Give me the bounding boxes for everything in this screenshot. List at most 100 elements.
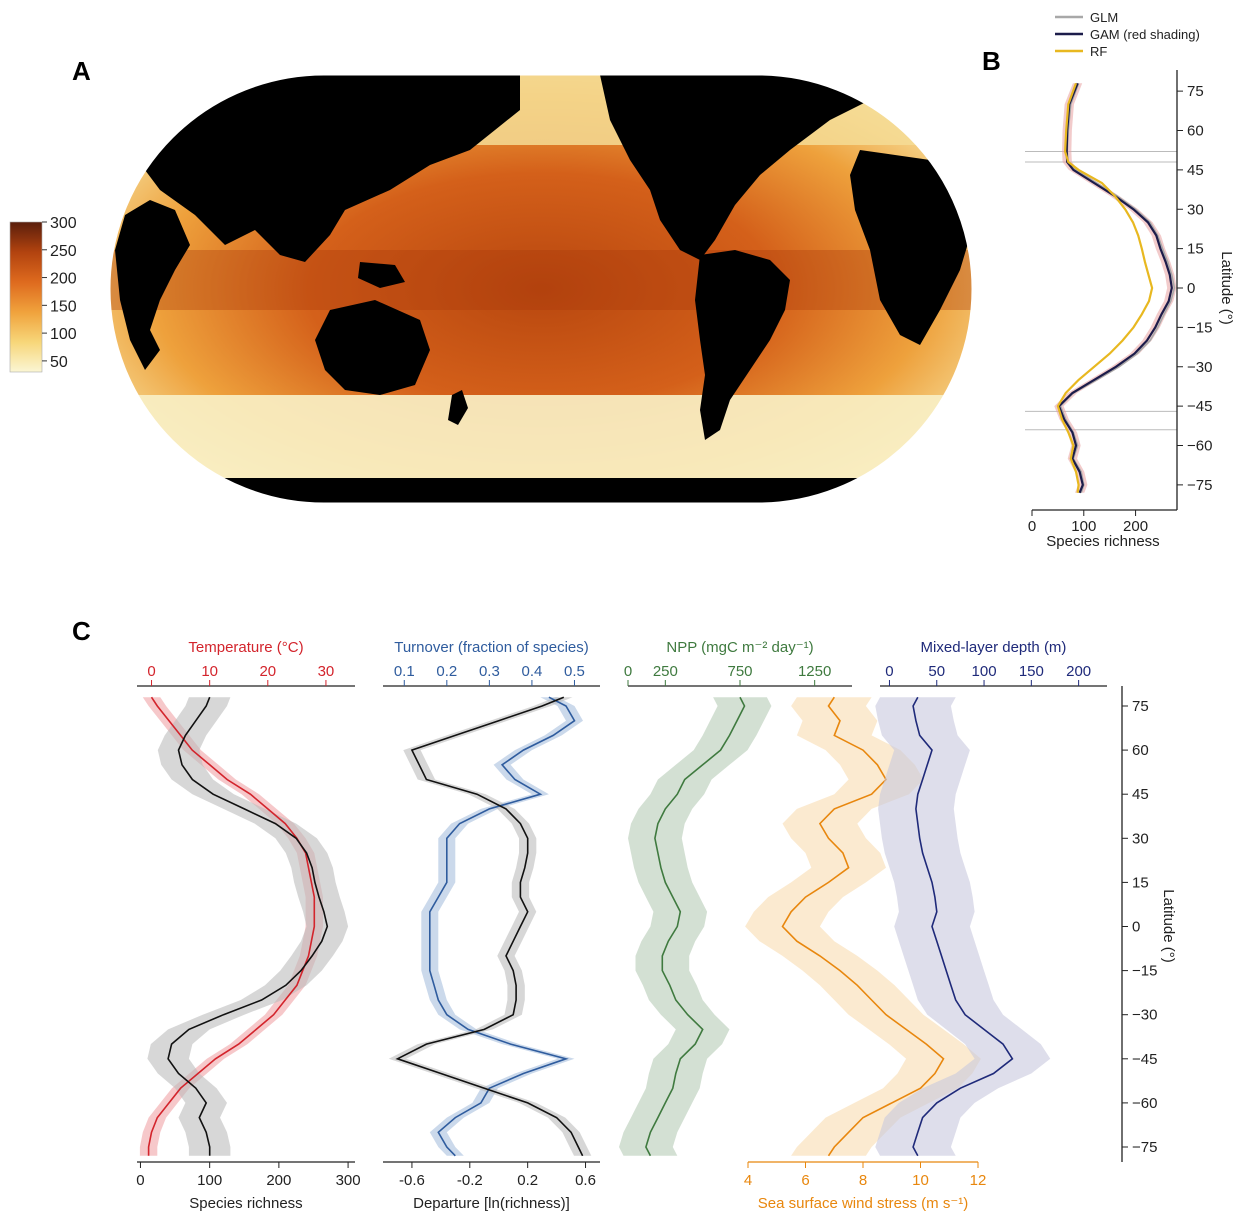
world-map — [109, 74, 973, 504]
b-x-tick-label: 200 — [1123, 518, 1148, 535]
colorbar: 300 250 200 150 100 50 — [9, 215, 77, 373]
bottom-axis-tick-label: -0.6 — [399, 1172, 425, 1189]
colorbar-tick-label: 150 — [50, 298, 77, 315]
series-glm-line — [1059, 83, 1176, 494]
top-axis-tick-label: 100 — [972, 663, 997, 680]
series-departure-line — [395, 696, 584, 1157]
c-y-tick-label: −30 — [1132, 1007, 1157, 1024]
land-asia-europe — [110, 75, 520, 262]
bottom-axis-label: Departure [ln(richness)] — [413, 1195, 570, 1212]
c-y-tick-label: 0 — [1132, 919, 1140, 936]
colorbar-tick-label: 200 — [50, 271, 77, 288]
c-y-axis-label: Latitude (°) — [1160, 889, 1177, 963]
bottom-axis-tick-label: 4 — [744, 1172, 752, 1189]
land-africa — [115, 200, 190, 370]
top-axis-tick-label: 20 — [259, 663, 276, 680]
bottom-axis-label: Sea surface wind stress (m s⁻¹) — [758, 1195, 968, 1212]
c-y-tick-label: 75 — [1132, 698, 1149, 715]
b-y-tick-label: 75 — [1187, 83, 1204, 100]
c-y-tick-label: −45 — [1132, 1051, 1157, 1068]
land-africa-east — [850, 150, 972, 345]
subplot-npp-wind: 0 250 750 1250 NPP (mgC m⁻² day⁻¹) 4 6 8 10 12Sea… — [619, 639, 986, 1212]
bottom-axis-tick-label: 0.2 — [517, 1172, 538, 1189]
b-y-tick-label: 60 — [1187, 123, 1204, 140]
top-axis-tick-label: 0.1 — [394, 663, 415, 680]
legend-b: GLM GAM (red shading) RF — [1055, 10, 1200, 59]
band-npp — [619, 697, 772, 1156]
bottom-axis-tick-label: 100 — [197, 1172, 222, 1189]
bottom-axis-tick-label: 200 — [266, 1172, 291, 1189]
top-axis-label: Turnover (fraction of species) — [394, 639, 589, 656]
top-axis-tick-label: 0.2 — [436, 663, 457, 680]
panel-label-a: A — [72, 56, 91, 86]
c-y-tick-label: −15 — [1132, 963, 1157, 980]
colorbar-tick-label: 300 — [50, 215, 77, 232]
land-australia — [315, 300, 430, 395]
series-species-richness-line — [167, 696, 329, 1156]
c-y-tick-label: 60 — [1132, 742, 1149, 759]
b-x-axis-label: Species richness — [1046, 533, 1159, 550]
b-y-tick-label: −45 — [1187, 398, 1212, 415]
bottom-axis-tick-label: 300 — [336, 1172, 361, 1189]
series-rf-line — [1056, 82, 1154, 493]
top-axis-tick-label: 30 — [318, 663, 335, 680]
bottom-axis-tick-label: 6 — [801, 1172, 809, 1189]
subplot-temperature-richness: 0 10 20 30 Temperature (°C) 0 100 200 300 Species… — [136, 639, 360, 1212]
b-y-tick-label: −15 — [1187, 319, 1212, 336]
land-masses — [110, 75, 972, 503]
bottom-axis-tick-label: 10 — [912, 1172, 929, 1189]
series-turnover-line — [429, 696, 576, 1157]
top-axis-label: NPP (mgC m⁻² day⁻¹) — [666, 639, 813, 656]
colorbar-gradient — [9, 221, 43, 373]
subplot-turnover-departure: 0.1 0.2 0.3 0.4 0.5 Turnover (fraction of spe… — [383, 639, 600, 1212]
b-y-tick-label: −75 — [1187, 477, 1212, 494]
bottom-axis-tick-label: 12 — [970, 1172, 987, 1189]
top-axis-tick-label: 750 — [727, 663, 752, 680]
panel-label-c: C — [72, 616, 91, 646]
top-axis-tick-label: 1250 — [798, 663, 831, 680]
bottom-axis-tick-label: 0 — [136, 1172, 144, 1189]
c-y-tick-label: 15 — [1132, 874, 1149, 891]
bottom-axis-tick-label: 8 — [859, 1172, 867, 1189]
series-gam-line — [1057, 82, 1173, 494]
c-y-tick-label: −60 — [1132, 1095, 1157, 1112]
top-axis-tick-label: 250 — [653, 663, 678, 680]
panel-label-b: B — [982, 46, 1001, 76]
top-axis-tick-label: 50 — [928, 663, 945, 680]
colorbar-tick-label: 250 — [50, 243, 77, 260]
b-x-tick-label: 100 — [1071, 518, 1096, 535]
top-axis-label: Temperature (°C) — [188, 639, 303, 656]
band-mixed-layer-depth — [875, 697, 1051, 1156]
top-axis-tick-label: 10 — [201, 663, 218, 680]
land-new-zealand — [448, 390, 468, 425]
top-axis-tick-label: 0 — [147, 663, 155, 680]
c-latitude-axis: 75 60 45 30 15 0 −15 −30 −45 −60 −75 Latitude (°) — [1121, 686, 1177, 1162]
series-sea-surface-wind-stress-line — [781, 696, 945, 1157]
legend-label: GLM — [1090, 10, 1118, 25]
b-y-tick-label: 30 — [1187, 201, 1204, 218]
equatorial-band — [110, 250, 972, 310]
b-y-tick-label: 15 — [1187, 241, 1204, 258]
b-y-tick-label: −30 — [1187, 359, 1212, 376]
bottom-axis-label: Species richness — [189, 1195, 302, 1212]
colorbar-tick-label: 50 — [50, 354, 68, 371]
top-axis-tick-label: 0.3 — [479, 663, 500, 680]
land-islands — [358, 262, 405, 288]
bottom-axis-tick-label: 0.6 — [575, 1172, 596, 1189]
land-north-america — [600, 75, 880, 260]
c-y-tick-label: 30 — [1132, 830, 1149, 847]
c-y-tick-label: 45 — [1132, 786, 1149, 803]
b-x-tick-label: 0 — [1028, 518, 1036, 535]
b-y-tick-label: 0 — [1187, 280, 1195, 297]
c-y-tick-label: −75 — [1132, 1139, 1157, 1156]
subplot-mld: 0 50 100 150 200 Mixed-layer depth (m) — [875, 639, 1107, 1157]
top-axis-tick-label: 150 — [1019, 663, 1044, 680]
land-south-america — [695, 250, 790, 440]
top-axis-tick-label: 0.5 — [564, 663, 585, 680]
bottom-axis-tick-label: -0.2 — [457, 1172, 483, 1189]
series-npp-line — [645, 696, 746, 1157]
top-axis-tick-label: 0 — [885, 663, 893, 680]
